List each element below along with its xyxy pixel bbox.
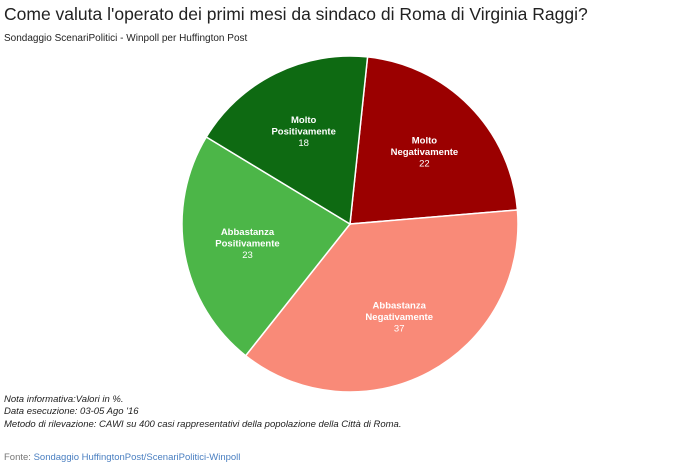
slice-value-1: 37: [394, 323, 405, 334]
footnotes: Nota informativa:Valori in %. Data esecu…: [4, 394, 401, 431]
slice-value-3: 18: [298, 138, 309, 149]
source-line: Fonte: Sondaggio HuffingtonPost/ScenariP…: [4, 452, 240, 463]
pie-slice-1[interactable]: [244, 209, 519, 393]
slice-label-0-line-0: Molto: [412, 136, 438, 147]
slice-label-3-line-0: Molto: [291, 115, 317, 126]
slice-label-2-line-1: Positivamente: [215, 238, 279, 249]
slice-value-2: 23: [242, 250, 253, 261]
slice-value-0: 22: [419, 159, 430, 170]
chart-subtitle: Sondaggio ScenariPolitici - Winpoll per …: [4, 33, 248, 44]
note-date: Data esecuzione: 03-05 Ago '16: [4, 406, 139, 418]
chart-title: Come valuta l'operato dei primi mesi da …: [4, 4, 588, 24]
slice-label-3-line-1: Positivamente: [271, 127, 335, 138]
slice-label-1-line-0: Abbastanza: [373, 300, 427, 311]
slice-label-1-line-1: Negativamente: [365, 312, 433, 323]
source-prefix: Fonte:: [4, 452, 31, 463]
slice-label-0-line-1: Negativamente: [391, 147, 459, 158]
slice-label-2-line-0: Abbastanza: [221, 227, 275, 238]
pie-slice-0[interactable]: [349, 56, 519, 225]
pie-slice-2[interactable]: [181, 135, 352, 357]
note-info: Nota informativa:Valori in %.: [4, 394, 124, 405]
pie-slice-3[interactable]: [205, 55, 369, 226]
source-link[interactable]: Sondaggio HuffingtonPost/ScenariPolitici…: [33, 452, 241, 463]
note-method: Metodo di rilevazione: CAWI su 400 casi …: [4, 418, 402, 430]
